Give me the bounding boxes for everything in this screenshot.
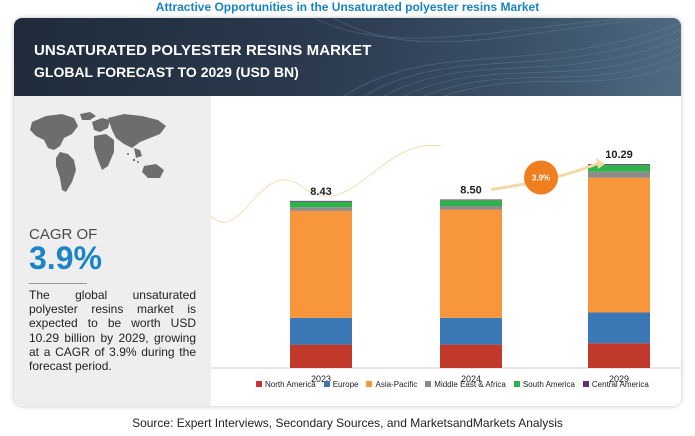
legend-label: North America	[265, 379, 316, 389]
bar-segment-2029-north-america	[588, 343, 650, 368]
legend-swatch	[513, 381, 520, 387]
bar-segment-2029-south-america	[588, 164, 650, 172]
legend-label: Central America	[591, 379, 649, 389]
growth-arrow-head	[596, 158, 605, 169]
chart-legend: North America Europe Asia-Pacific Middle Ea…	[256, 377, 657, 391]
x-tick-label-2029: 2029	[609, 374, 629, 384]
legend-swatch	[582, 381, 589, 387]
decorative-curve	[210, 144, 442, 223]
market-description: The global unsaturated polyester resins …	[29, 288, 196, 374]
banner-title: UNSATURATED POLYESTER RESINS MARKET	[34, 42, 372, 59]
legend-label: Middle East & Africa	[434, 379, 506, 389]
infographic-card: UNSATURATED POLYESTER RESINS MARKET GLOB…	[14, 18, 681, 406]
cagr-bubble	[524, 160, 558, 195]
source-note: Source: Expert Interviews, Secondary Sou…	[132, 416, 563, 430]
legend-item-south-america: South America	[513, 379, 575, 389]
bar-segment-2029-europe	[588, 312, 650, 344]
chart-area: 8.43 2023 8.50 2024 10.29 2029 3.9%	[210, 96, 681, 406]
bar-segment-2023-middle-east-africa	[290, 207, 352, 211]
bar-segment-2024-europe	[440, 317, 502, 345]
bar-segment-2023-north-america	[290, 344, 352, 368]
divider	[29, 283, 87, 284]
bar-segment-2024-central-america	[440, 199, 502, 201]
bar-segment-2023-europe	[290, 317, 352, 345]
cagr-label: CAGR OF	[29, 226, 98, 243]
stacked-bar-chart: 8.43 2023 8.50 2024 10.29 2029 3.9%	[210, 144, 681, 384]
bar-segment-2023-asia-pacific	[290, 210, 352, 318]
cagr-value: 3.9%	[29, 240, 102, 276]
legend-swatch	[323, 381, 330, 387]
bar-segment-2029-middle-east-africa	[588, 171, 650, 178]
legend-item-north-america: North America	[256, 380, 316, 389]
total-label-2024: 8.50	[460, 184, 481, 196]
bar-segment-2029-asia-pacific	[588, 177, 650, 313]
bar-segment-2024-asia-pacific	[440, 209, 502, 318]
page-heading: Attractive Opportunities in the Unsatura…	[155, 0, 540, 14]
legend-label: Asia-Pacific	[375, 379, 418, 389]
total-label-2023: 8.43	[310, 186, 331, 198]
bar-segment-2023-south-america	[290, 201, 352, 208]
bar-segment-2029-central-america	[588, 164, 650, 165]
world-map-icon	[30, 112, 166, 192]
summary-panel: CAGR OF 3.9% The global unsaturated poly…	[14, 96, 211, 406]
bar-segment-2024-north-america	[440, 344, 502, 368]
legend-swatch	[366, 381, 373, 387]
bar-segment-2024-south-america	[440, 200, 502, 207]
total-label-2029: 10.29	[605, 149, 633, 161]
bar-segment-2023-central-america	[290, 200, 352, 202]
legend-item-europe: Europe	[323, 379, 359, 389]
x-tick-label-2024: 2024	[461, 374, 481, 384]
banner-decoration	[313, 18, 681, 96]
banner-subtitle: GLOBAL FORECAST TO 2029 (USD BN)	[34, 64, 299, 80]
cagr-bubble-label: 3.9%	[532, 173, 550, 182]
legend-swatch	[425, 381, 432, 387]
legend-swatch	[256, 381, 262, 387]
legend-item-middle-east-africa: Middle East & Africa	[425, 380, 506, 389]
legend-label: Europe	[332, 379, 359, 389]
banner: UNSATURATED POLYESTER RESINS MARKET GLOB…	[14, 18, 681, 96]
legend-item-asia-pacific: Asia-Pacific	[366, 380, 417, 389]
bar-segment-2024-middle-east-africa	[440, 206, 502, 210]
legend-item-central-america: Central America	[582, 379, 649, 389]
x-tick-label-2023: 2023	[311, 374, 331, 384]
legend-label: South America	[522, 379, 575, 389]
